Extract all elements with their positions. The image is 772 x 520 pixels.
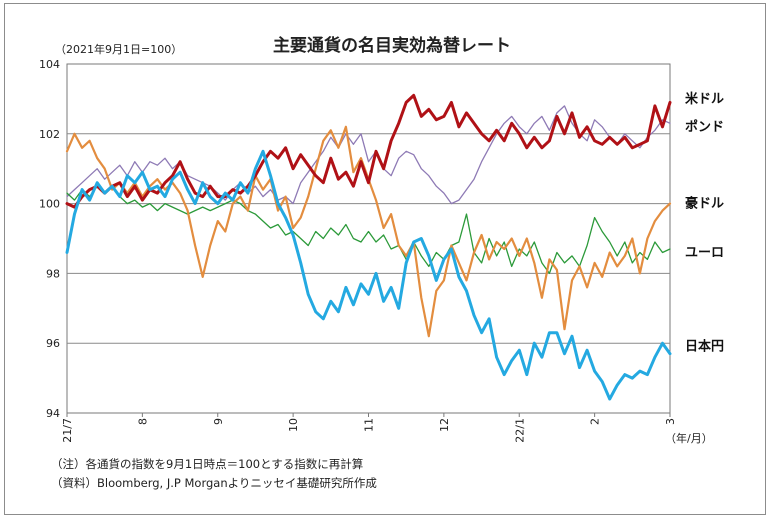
plot-area (66, 63, 671, 414)
x-tick-label: 21/7 (61, 418, 74, 443)
y-tick-label: 94 (46, 407, 60, 420)
series-line (65, 93, 672, 209)
x-tick-label: 2 (589, 418, 602, 425)
chart-frame: 主要通貨の名目実効為替レート （2021年9月1日=100） 94 96 98 100… (4, 3, 766, 515)
note-line-2: （資料）Bloomberg, J.P Morganよりニッセイ基礎研究所作成 (51, 476, 377, 490)
chart-title: 主要通貨の名目実効為替レート (273, 35, 511, 56)
x-unit-label: （年/月） (665, 431, 713, 445)
series-lines (65, 93, 672, 401)
y-tick-label: 100 (39, 198, 60, 211)
x-tick-label: 22/1 (513, 418, 526, 443)
line-chart: 主要通貨の名目実効為替レート （2021年9月1日=100） 949698100… (39, 35, 724, 490)
legend-label: ポンド (685, 119, 724, 135)
x-tick-label: 9 (212, 418, 225, 425)
series-line (66, 185, 671, 275)
x-tick-label: 8 (136, 418, 149, 425)
base-note: （2021年9月1日=100） (55, 42, 182, 56)
legend-label: ユーロ (685, 245, 724, 260)
note-line-1: （注）各通貨の指数を9月1日時点＝100とする指数に再計算 (51, 457, 363, 471)
y-tick-label: 98 (46, 267, 60, 280)
y-tick-label: 96 (46, 337, 60, 350)
x-tick-label: 12 (438, 418, 451, 432)
legend-label: 日本円 (685, 339, 724, 355)
y-tick-label: 104 (39, 58, 60, 71)
legend-label: 米ドル (685, 91, 724, 107)
y-tick-label: 102 (39, 128, 60, 141)
legend-label: 豪ドル (685, 196, 724, 212)
x-tick-label: 11 (363, 418, 376, 432)
y-axis-ticks: 94 96 98 100 102 104 (39, 58, 60, 420)
x-tick-label: 3 (664, 418, 677, 425)
x-tick-label: 10 (287, 418, 300, 432)
series-line (65, 149, 672, 401)
x-axis-ticks: 21/7 8 9 10 11 12 22/1 2 3 (61, 413, 677, 443)
